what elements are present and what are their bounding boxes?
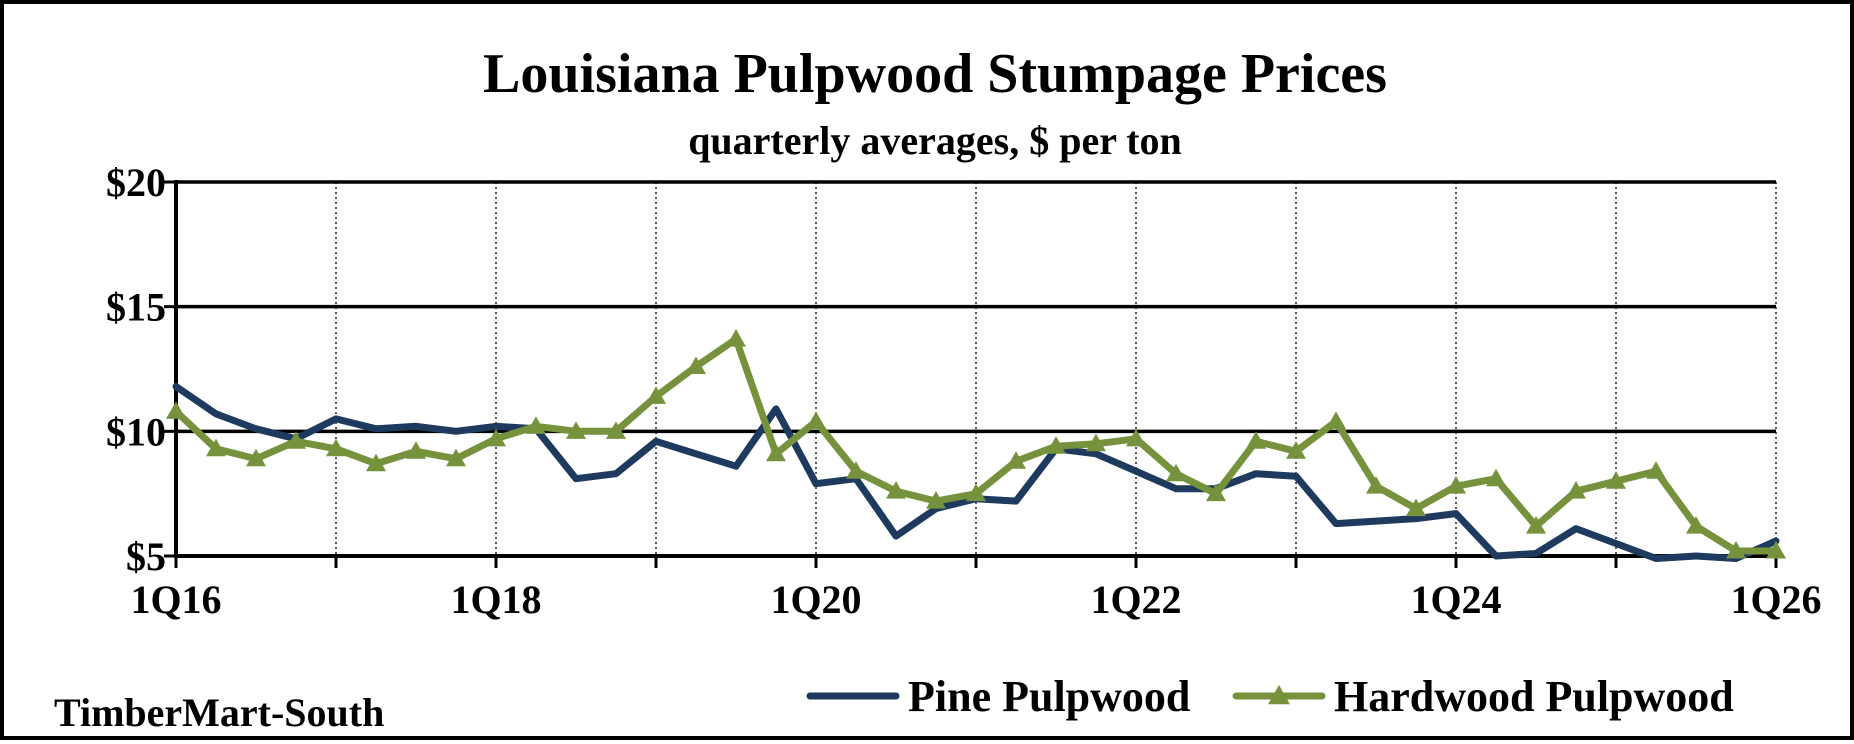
series-point <box>406 441 426 459</box>
chart-title: Louisiana Pulpwood Stumpage Prices <box>483 43 1387 105</box>
series-point <box>1086 433 1106 452</box>
series-point <box>1486 468 1506 487</box>
axis-layer: $5 $10 $15 $20 1Q16 1Q18 1Q20 1Q22 1Q24 1Q26 <box>106 160 1822 622</box>
x-tick-label: 1Q20 <box>770 577 861 622</box>
series-point <box>326 438 346 457</box>
series-point <box>1566 481 1586 499</box>
chart-subtitle: quarterly averages, $ per ton <box>688 118 1182 163</box>
series-point <box>446 448 466 467</box>
x-tick-label: 1Q26 <box>1730 577 1821 622</box>
series-point <box>1766 541 1786 559</box>
series-point <box>246 448 266 467</box>
series-point <box>486 428 506 447</box>
series-point <box>726 329 746 347</box>
series-point <box>1686 516 1706 534</box>
series-point <box>566 421 586 439</box>
series-point <box>766 443 786 462</box>
series-point <box>1246 431 1266 449</box>
y-tick-label: $10 <box>106 409 166 454</box>
series-point <box>1406 498 1426 517</box>
series-point <box>926 491 946 509</box>
series-point <box>1326 411 1346 429</box>
series-point <box>966 483 986 502</box>
x-tick-label: 1Q24 <box>1410 577 1501 622</box>
series-point <box>1286 441 1306 459</box>
x-tick-label: 1Q22 <box>1090 577 1181 622</box>
series-point <box>526 416 546 434</box>
series-point <box>846 461 866 479</box>
series-point <box>1726 541 1746 559</box>
legend-marker <box>1268 685 1290 705</box>
series-point <box>1006 451 1026 469</box>
series-point <box>206 438 226 457</box>
series-point <box>1446 476 1466 494</box>
series-point <box>1046 436 1066 454</box>
series-point <box>366 453 386 472</box>
series-point <box>686 356 706 375</box>
legend-label: Pine Pulpwood <box>908 672 1190 721</box>
series-point <box>886 481 906 499</box>
y-tick-label: $5 <box>126 534 166 579</box>
series-point <box>1366 476 1386 494</box>
series-point <box>1126 428 1146 447</box>
series-point <box>606 421 626 439</box>
chart-svg: Louisiana Pulpwood Stumpage Prices quart… <box>54 43 1822 735</box>
x-tick-label: 1Q16 <box>130 577 221 622</box>
series-point <box>646 386 666 404</box>
series-point <box>1206 483 1226 502</box>
series-point <box>286 431 306 449</box>
series-point <box>1526 516 1546 534</box>
series-point <box>1606 471 1626 489</box>
series-point <box>1646 461 1666 479</box>
source-label: TimberMart-South <box>54 690 384 735</box>
legend-label: Hardwood Pulpwood <box>1334 672 1734 721</box>
legend-item-hardwood: Hardwood Pulpwood <box>1232 672 1734 721</box>
series-hardwood-pulpwood <box>166 329 1786 559</box>
series-point <box>166 401 186 419</box>
legend-item-pine: Pine Pulpwood <box>806 672 1190 721</box>
x-tick-label: 1Q18 <box>450 577 541 622</box>
legend: Pine Pulpwood Hardwood Pulpwood <box>806 672 1734 721</box>
series-layer <box>166 329 1786 562</box>
y-tick-label: $15 <box>106 285 166 330</box>
series-point <box>1166 463 1186 482</box>
y-tick-label: $20 <box>106 160 166 205</box>
series-point <box>806 411 826 429</box>
